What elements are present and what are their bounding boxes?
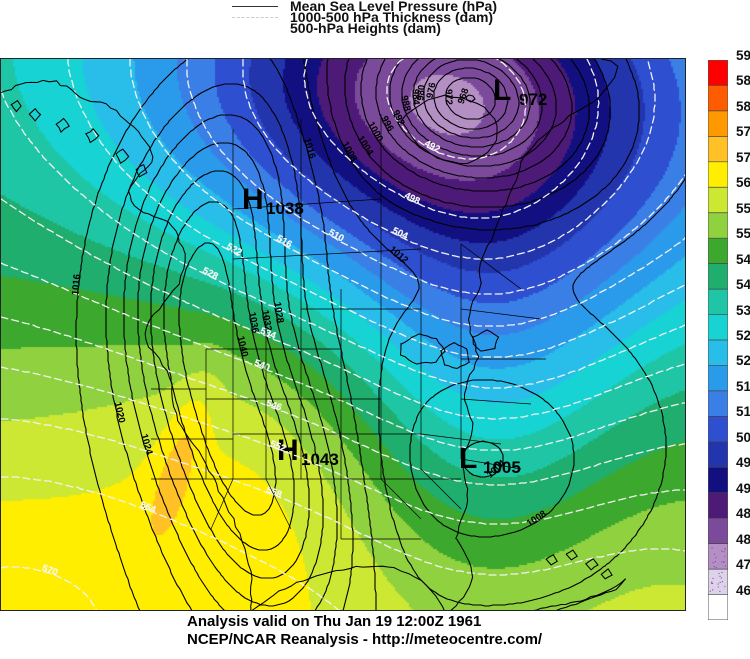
svg-text:510: 510 [327, 227, 346, 244]
svg-text:1008: 1008 [339, 140, 359, 164]
svg-text:1038: 1038 [266, 199, 304, 218]
svg-text:1024: 1024 [138, 433, 155, 457]
svg-text:H: H [242, 183, 264, 216]
svg-text:1012: 1012 [387, 244, 410, 266]
svg-text:1008: 1008 [525, 509, 549, 530]
svg-text:1016: 1016 [70, 274, 83, 296]
svg-text:1028: 1028 [271, 301, 285, 324]
svg-text:L: L [493, 74, 511, 107]
svg-text:546: 546 [265, 398, 284, 414]
svg-text:528: 528 [201, 265, 220, 282]
svg-text:516: 516 [275, 233, 294, 250]
svg-text:522: 522 [225, 241, 244, 258]
svg-text:968: 968 [456, 87, 472, 106]
svg-text:1016: 1016 [301, 137, 317, 160]
svg-text:1040: 1040 [235, 335, 250, 358]
svg-text:1020: 1020 [112, 401, 127, 424]
svg-text:1036: 1036 [246, 311, 261, 334]
svg-text:570: 570 [41, 563, 60, 579]
